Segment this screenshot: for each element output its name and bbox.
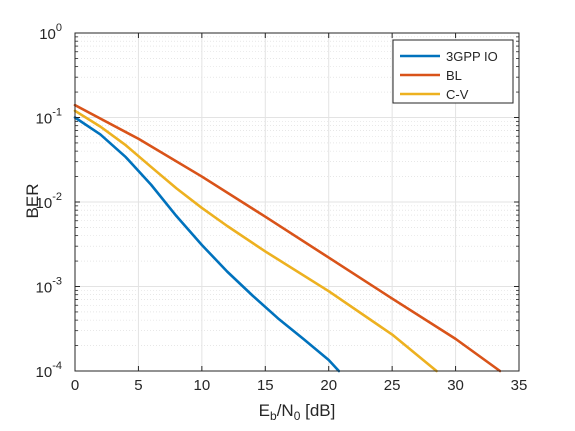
- y-axis-label: BER: [23, 184, 42, 219]
- series-line-c-v: [73, 109, 438, 373]
- y-tick-label-base: 10: [39, 26, 56, 43]
- x-axis-label: Eb/N0 [dB]: [259, 401, 336, 423]
- x-axis-label-mid: /N: [277, 401, 294, 420]
- legend: 3GPP IO BL C-V: [392, 39, 514, 104]
- x-axis-label-sub1: b: [270, 409, 277, 423]
- y-tick-label-base: 10: [36, 280, 53, 297]
- x-axis-label-main: E: [259, 401, 270, 420]
- series-layer: [73, 103, 502, 373]
- y-tick-label: 100: [39, 22, 62, 43]
- y-tick-label-base: 10: [36, 364, 53, 381]
- x-tick-label: 5: [134, 377, 142, 394]
- series-line-3gpp-io: [73, 116, 341, 373]
- x-tick-labels: 0 5 10 15 20 25 30 35: [71, 377, 528, 394]
- series-line-bl: [73, 103, 502, 373]
- y-tick-label-exponent: -4: [52, 360, 62, 372]
- legend-label-bl: BL: [446, 68, 462, 83]
- y-tick-label-base: 10: [36, 195, 53, 212]
- y-tick-label-exponent: 0: [56, 22, 62, 34]
- x-axis-label-sub2: 0: [294, 409, 301, 423]
- x-tick-label: 0: [71, 377, 79, 394]
- legend-label-3gpp-io: 3GPP IO: [446, 49, 498, 64]
- legend-box: [392, 39, 514, 104]
- tick-marks: [74, 32, 520, 372]
- y-tick-label-exponent: -2: [52, 191, 62, 203]
- x-tick-label: 20: [320, 377, 337, 394]
- y-tick-label-exponent: -1: [52, 107, 62, 119]
- y-tick-label: 10-1: [36, 107, 62, 128]
- y-tick-label-base: 10: [36, 111, 53, 128]
- x-tick-label: 15: [257, 377, 274, 394]
- y-tick-label: 10-4: [36, 360, 62, 381]
- x-tick-label: 35: [511, 377, 528, 394]
- y-tick-label: 10-2: [36, 191, 62, 212]
- x-tick-label: 10: [194, 377, 211, 394]
- y-tick-label-exponent: -3: [52, 276, 62, 288]
- x-tick-label: 30: [447, 377, 464, 394]
- legend-label-c-v: C-V: [446, 87, 469, 102]
- y-tick-label: 10-3: [36, 276, 62, 297]
- x-tick-label: 25: [384, 377, 401, 394]
- x-axis-label-unit: [dB]: [300, 401, 335, 420]
